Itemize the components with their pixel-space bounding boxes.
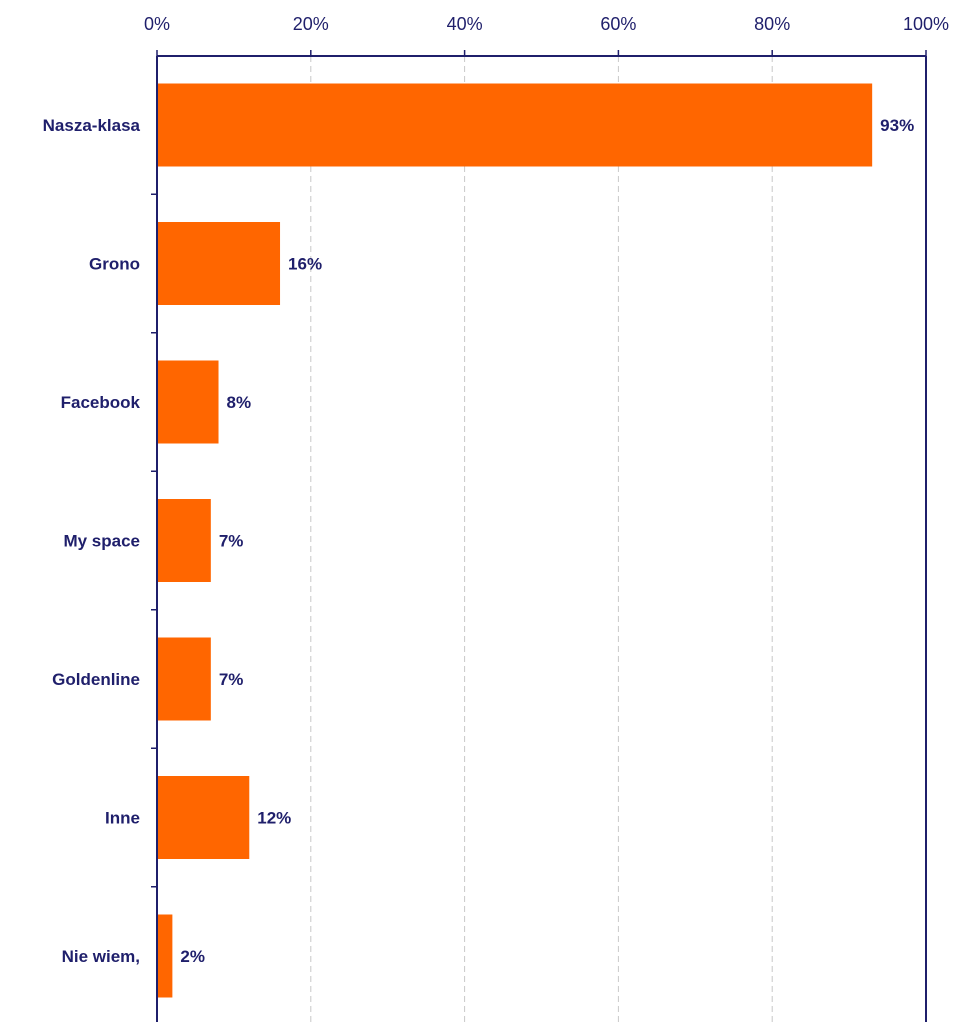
category-label: Facebook bbox=[61, 393, 141, 412]
x-tick-label: 40% bbox=[447, 14, 483, 34]
bar-1 bbox=[157, 222, 281, 305]
labels-layer: 0% 20% 40% 60% 80% 100% 93% Nasza-klasa 16% Grono… bbox=[43, 14, 949, 966]
value-label: 7% bbox=[219, 670, 244, 689]
grid-layer bbox=[310, 56, 773, 1022]
axis-layer bbox=[151, 50, 927, 1022]
bar-2 bbox=[157, 360, 219, 444]
bars-layer bbox=[157, 83, 873, 998]
x-tick-label: 80% bbox=[754, 14, 790, 34]
bar-6 bbox=[157, 914, 173, 998]
category-label: My space bbox=[63, 532, 140, 551]
category-label: Inne bbox=[105, 809, 140, 828]
value-label: 7% bbox=[219, 532, 244, 551]
bar-5 bbox=[157, 776, 250, 859]
category-label: Goldenline bbox=[52, 670, 140, 689]
x-tick-label: 60% bbox=[600, 14, 636, 34]
value-label: 8% bbox=[227, 393, 252, 412]
bar-4 bbox=[157, 637, 211, 721]
value-label: 2% bbox=[180, 947, 205, 966]
x-tick-label: 0% bbox=[144, 14, 170, 34]
value-label: 93% bbox=[880, 116, 914, 135]
x-tick-label: 100% bbox=[903, 14, 949, 34]
bar-3 bbox=[157, 499, 211, 582]
category-label: Nasza-klasa bbox=[43, 116, 141, 135]
bar-0 bbox=[157, 83, 873, 167]
value-label: 12% bbox=[257, 809, 291, 828]
x-tick-label: 20% bbox=[293, 14, 329, 34]
value-label: 16% bbox=[288, 255, 322, 274]
category-label: Nie wiem, bbox=[62, 947, 140, 966]
category-label: Grono bbox=[89, 255, 140, 274]
